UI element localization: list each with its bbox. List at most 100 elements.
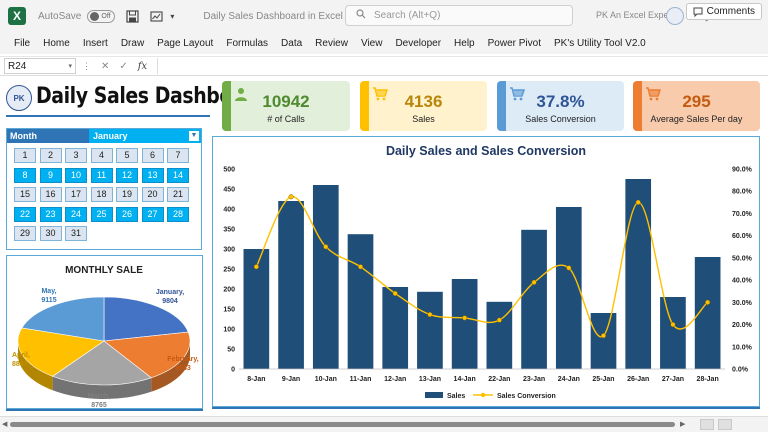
- slicer-day-button[interactable]: 6: [141, 148, 164, 163]
- slicer-day-button[interactable]: 23: [39, 206, 62, 222]
- slicer-day-button[interactable]: 24: [65, 206, 87, 222]
- sales-bar[interactable]: [451, 279, 478, 369]
- slicer-day-button[interactable]: 26: [116, 206, 138, 222]
- sales-conversion-point[interactable]: [635, 199, 641, 205]
- pie-slice[interactable]: [103, 296, 189, 342]
- insert-function-icon[interactable]: fx: [137, 60, 148, 72]
- slicer-day-button[interactable]: 18: [90, 187, 113, 202]
- slicer-day-button[interactable]: 7: [167, 148, 189, 163]
- pie-slice[interactable]: [52, 340, 152, 386]
- slicer-day-button[interactable]: 10: [65, 167, 87, 183]
- menu-item[interactable]: Insert: [82, 37, 108, 49]
- comments-button[interactable]: Comments: [685, 3, 762, 20]
- slicer-day-button[interactable]: 11: [90, 167, 113, 183]
- scroll-right-icon[interactable]: ▶: [680, 421, 686, 428]
- slicer-day-button[interactable]: 20: [141, 187, 164, 202]
- slicer-day-button[interactable]: 5: [116, 148, 138, 163]
- slicer-day-button[interactable]: 14: [167, 167, 189, 183]
- sales-bar[interactable]: [382, 287, 409, 369]
- name-box-chevron-icon[interactable]: ▾: [68, 63, 72, 70]
- slicer-day-button[interactable]: 4: [90, 148, 113, 163]
- sales-conversion-point[interactable]: [600, 333, 607, 339]
- slicer-day-button[interactable]: 28: [167, 206, 189, 222]
- sales-conversion-point[interactable]: [462, 315, 468, 321]
- slicer-day-button[interactable]: 25: [90, 206, 113, 222]
- menu-item[interactable]: Page Layout: [157, 37, 214, 49]
- user-name[interactable]: PK An Excel Expert: [596, 10, 675, 20]
- menu-item[interactable]: View: [360, 37, 383, 49]
- menu-item[interactable]: Help: [454, 37, 475, 49]
- sales-conversion-point[interactable]: [705, 299, 711, 305]
- more-icon[interactable]: ⋮: [82, 60, 91, 71]
- slicer-day-button[interactable]: 3: [65, 148, 87, 163]
- sales-conversion-point[interactable]: [427, 312, 433, 318]
- menu-item[interactable]: PK's Utility Tool V2.0: [553, 37, 646, 49]
- slicer-day-button[interactable]: 1: [14, 148, 36, 163]
- slicer-day-button[interactable]: 8: [14, 167, 36, 183]
- sales-bar[interactable]: [278, 201, 304, 369]
- document-title[interactable]: Daily Sales Dashboard in Excel: [203, 10, 343, 22]
- sales-bar[interactable]: [312, 185, 339, 369]
- slicer-day-button[interactable]: 17: [65, 187, 87, 202]
- slicer-day-button[interactable]: 12: [116, 167, 138, 183]
- sales-conversion-point[interactable]: [531, 279, 537, 285]
- menu-item[interactable]: Formulas: [226, 37, 269, 49]
- toggle-knob: [90, 11, 100, 21]
- sales-conversion-point[interactable]: [392, 290, 398, 296]
- slicer-day-button[interactable]: 13: [141, 167, 164, 183]
- save-icon[interactable]: [125, 9, 139, 23]
- search-input[interactable]: Search (Alt+Q): [345, 5, 573, 26]
- sales-conversion-point[interactable]: [496, 317, 502, 323]
- normal-view-button[interactable]: [700, 419, 714, 430]
- sales-bar[interactable]: [347, 234, 374, 369]
- menu-item[interactable]: Data: [281, 37, 303, 49]
- chevron-down-icon[interactable]: ▾: [170, 11, 175, 21]
- sales-bar[interactable]: [625, 179, 652, 369]
- name-box[interactable]: R24 ▾: [4, 58, 76, 74]
- sales-bar[interactable]: [555, 207, 582, 369]
- pie-slice[interactable]: [103, 331, 191, 379]
- slicer-day-button[interactable]: 29: [14, 226, 36, 241]
- slicer-day-button[interactable]: 2: [39, 148, 62, 163]
- sales-bar[interactable]: [660, 297, 686, 369]
- sales-conversion-point[interactable]: [253, 264, 259, 270]
- slicer-day-button[interactable]: 9: [39, 167, 62, 183]
- sales-conversion-point[interactable]: [288, 194, 294, 200]
- sales-conversion-point[interactable]: [670, 322, 676, 328]
- y-right-tick-label: 10.0%: [732, 344, 753, 351]
- slicer-day-button[interactable]: 19: [116, 187, 138, 202]
- cancel-icon[interactable]: ✕: [101, 60, 110, 72]
- page-layout-view-button[interactable]: [718, 419, 732, 430]
- pie-slice[interactable]: [17, 327, 105, 377]
- menu-item[interactable]: Developer: [395, 37, 442, 49]
- sales-conversion-point[interactable]: [323, 244, 329, 250]
- menu-item[interactable]: File: [14, 37, 31, 49]
- slicer-day-button[interactable]: 15: [14, 187, 36, 202]
- slicer-day-button[interactable]: 22: [14, 206, 36, 222]
- customize-toolbar-icon[interactable]: [149, 9, 163, 23]
- formula-input[interactable]: [157, 58, 768, 74]
- sales-conversion-point[interactable]: [357, 264, 364, 270]
- slicer-day-button[interactable]: 30: [39, 226, 62, 241]
- enter-icon[interactable]: ✓: [119, 60, 128, 72]
- autosave-toggle[interactable]: Off: [87, 9, 116, 23]
- slicer-selected-month[interactable]: January ▼: [89, 129, 201, 143]
- menu-item[interactable]: Power Pivot: [487, 37, 541, 49]
- scroll-left-icon[interactable]: ◀: [2, 421, 8, 428]
- sales-bar[interactable]: [521, 229, 547, 369]
- sales-bar[interactable]: [590, 313, 617, 369]
- scroll-thumb[interactable]: [10, 422, 675, 427]
- menu-item[interactable]: Review: [315, 37, 348, 49]
- avatar[interactable]: [666, 7, 684, 25]
- sales-conversion-point[interactable]: [566, 265, 572, 271]
- menu-item[interactable]: Draw: [120, 37, 145, 49]
- slicer-day-button[interactable]: 27: [141, 206, 164, 222]
- slicer-day-button[interactable]: 16: [39, 187, 62, 202]
- slicer-day-button[interactable]: 21: [167, 187, 189, 202]
- slicer-day-button[interactable]: 31: [65, 226, 87, 241]
- clear-filter-icon[interactable]: ▼: [189, 131, 199, 141]
- horizontal-scrollbar[interactable]: ◀ ▶: [0, 416, 768, 432]
- menu-item[interactable]: Home: [43, 37, 70, 49]
- sales-bar[interactable]: [417, 291, 443, 369]
- pie-slice[interactable]: [21, 296, 105, 342]
